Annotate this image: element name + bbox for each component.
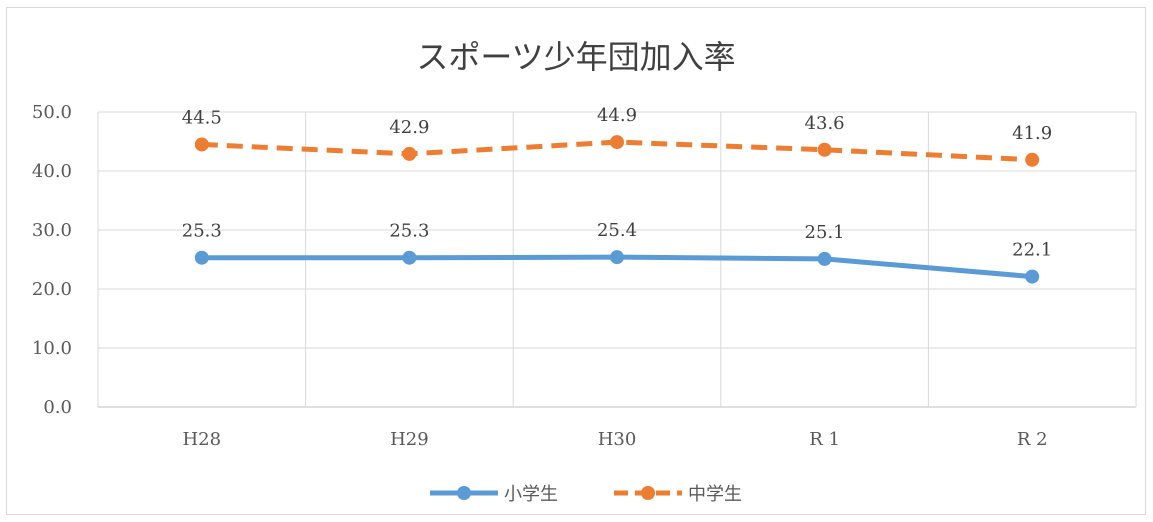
y-tick-label: 30.0 bbox=[32, 220, 72, 241]
x-tick-label: H29 bbox=[390, 429, 429, 450]
legend-marker bbox=[457, 486, 471, 500]
legend-marker bbox=[641, 486, 655, 500]
data-label: 44.9 bbox=[597, 105, 637, 126]
y-tick-label: 20.0 bbox=[32, 279, 72, 300]
chart-title: スポーツ少年団加入率 bbox=[416, 38, 735, 76]
data-point bbox=[817, 142, 832, 157]
data-point bbox=[194, 137, 209, 152]
data-label: 25.3 bbox=[182, 221, 222, 242]
data-label: 41.9 bbox=[1012, 123, 1052, 144]
data-labels: 25.3 25.3 25.4 25.1 22.1 44.5 42.9 44.9 43.6 41.9 bbox=[182, 105, 1052, 261]
series-group bbox=[194, 135, 1040, 284]
y-tick-label: 50.0 bbox=[32, 102, 72, 123]
data-label: 22.1 bbox=[1012, 240, 1052, 261]
x-tick-label: R 2 bbox=[1017, 429, 1048, 450]
y-tick-label: 10.0 bbox=[32, 338, 72, 359]
data-point bbox=[817, 251, 832, 266]
data-label: 42.9 bbox=[389, 117, 429, 138]
data-label: 25.1 bbox=[805, 222, 845, 243]
legend-label: 中学生 bbox=[688, 484, 742, 505]
data-label: 43.6 bbox=[805, 113, 845, 134]
y-tick-label: 40.0 bbox=[32, 161, 72, 182]
data-point bbox=[1025, 152, 1040, 167]
x-tick-label: H30 bbox=[598, 429, 637, 450]
legend-label: 小学生 bbox=[504, 484, 558, 505]
x-tick-label: H28 bbox=[182, 429, 221, 450]
data-label: 25.3 bbox=[389, 221, 429, 242]
data-point bbox=[194, 250, 209, 265]
data-label: 44.5 bbox=[182, 107, 222, 128]
data-point bbox=[1025, 269, 1040, 284]
legend: 小学生 中学生 bbox=[430, 484, 742, 505]
data-point bbox=[610, 135, 624, 150]
y-tick-label: 0.0 bbox=[43, 397, 72, 418]
data-point bbox=[402, 250, 417, 265]
data-point bbox=[610, 250, 624, 265]
data-point bbox=[402, 146, 417, 161]
axes: 0.0 10.0 20.0 30.0 40.0 50.0 H28 H29 H30 R 1 R 2 bbox=[32, 102, 1048, 450]
data-label: 25.4 bbox=[597, 220, 637, 241]
x-tick-label: R 1 bbox=[809, 429, 840, 450]
